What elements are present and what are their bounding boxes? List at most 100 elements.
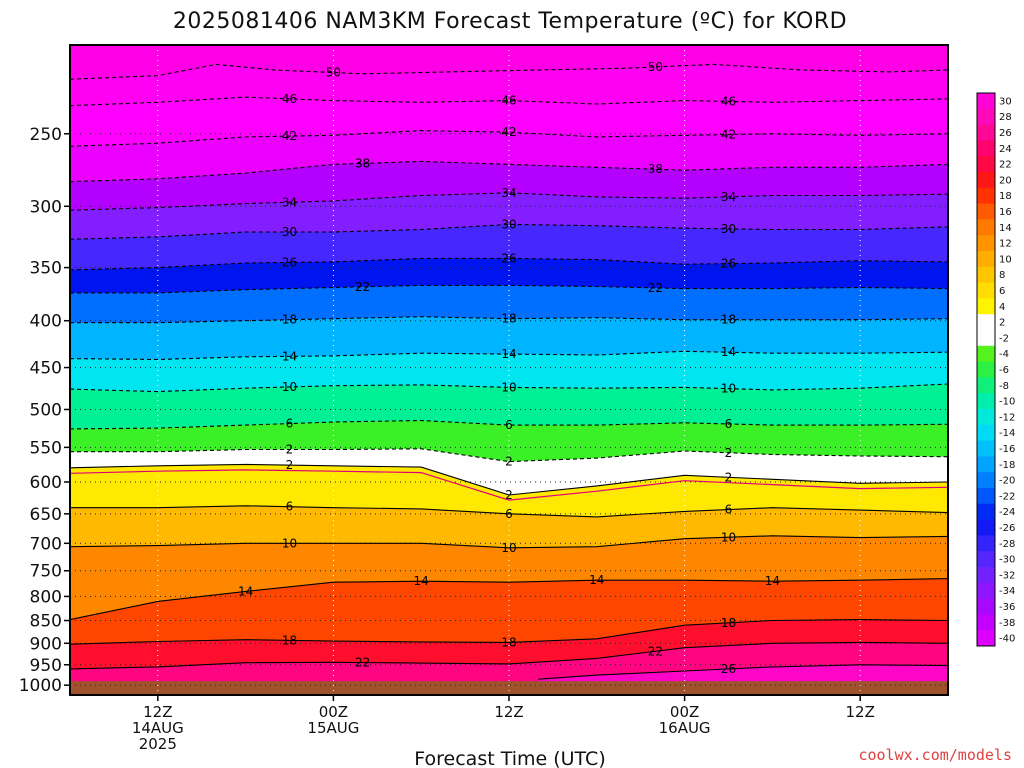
contour-label: 2 bbox=[505, 455, 513, 469]
colorbar-label: -26 bbox=[999, 523, 1015, 534]
contour-label: 26 bbox=[282, 255, 297, 269]
x-tick-label: 12Z bbox=[846, 703, 875, 721]
contour-label: 2 bbox=[505, 488, 513, 502]
contour-label: 42 bbox=[721, 128, 736, 142]
y-axis-ticks: 2503003504004505005506006507007508008509… bbox=[19, 125, 70, 696]
contour-label: 2 bbox=[286, 458, 294, 472]
contour-label: 10 bbox=[501, 380, 516, 394]
contour--18 bbox=[70, 316, 948, 324]
y-tick-label: 450 bbox=[30, 359, 62, 379]
contour-label: 34 bbox=[282, 195, 297, 209]
colorbar-swatch bbox=[977, 551, 995, 568]
colorbar-swatch bbox=[977, 456, 995, 473]
colorbar-swatch bbox=[977, 598, 995, 615]
y-tick-label: 500 bbox=[30, 400, 62, 420]
contour-label: 46 bbox=[721, 94, 736, 108]
contour-label: 10 bbox=[282, 536, 297, 550]
freezing-line bbox=[70, 469, 948, 501]
contour-label: 42 bbox=[501, 125, 516, 139]
y-tick-label: 250 bbox=[30, 125, 62, 145]
y-tick-label: 850 bbox=[30, 612, 62, 632]
colorbar-swatch bbox=[977, 266, 995, 284]
credit-link[interactable]: coolwx.com/models bbox=[858, 746, 1012, 764]
contour-label: 22 bbox=[648, 281, 663, 295]
colorbar-swatch bbox=[977, 393, 995, 410]
colorbar-label: 8 bbox=[999, 270, 1005, 281]
colorbar-swatch bbox=[977, 345, 995, 363]
contour-26 bbox=[538, 664, 948, 680]
colorbar-label: -20 bbox=[999, 476, 1015, 487]
contour-label: 14 bbox=[721, 345, 736, 359]
contour-6 bbox=[70, 505, 948, 518]
contour--6 bbox=[70, 419, 948, 430]
contour-label: 18 bbox=[282, 313, 297, 327]
colorbar-label: -40 bbox=[999, 634, 1015, 645]
colorbar-label: -34 bbox=[999, 586, 1015, 597]
colorbar-label: -36 bbox=[999, 602, 1015, 613]
y-tick-label: 350 bbox=[30, 259, 62, 279]
colorbar-swatch bbox=[977, 124, 995, 141]
contour-label: 46 bbox=[282, 92, 297, 106]
contour--14 bbox=[70, 350, 948, 361]
contour-label: 6 bbox=[725, 417, 733, 431]
y-tick-label: 1000 bbox=[19, 676, 62, 696]
contour-label: 14 bbox=[501, 347, 516, 361]
colorbar-swatch bbox=[977, 582, 995, 600]
ground-fill bbox=[70, 681, 948, 695]
colorbar-swatch bbox=[977, 282, 995, 299]
colorbar-label: 2 bbox=[999, 318, 1005, 329]
contour-2 bbox=[70, 463, 948, 496]
colorbar-swatch bbox=[977, 472, 995, 489]
colorbar-label: -6 bbox=[999, 365, 1009, 376]
contour-label: 34 bbox=[721, 190, 736, 204]
contour-label: 18 bbox=[282, 633, 297, 647]
colorbar-swatch bbox=[977, 219, 995, 236]
ground-layer bbox=[70, 681, 948, 695]
contour-label: 26 bbox=[721, 257, 736, 271]
colorbar-label: -32 bbox=[999, 570, 1015, 581]
colorbar-swatch bbox=[977, 519, 995, 536]
colorbar-label: 14 bbox=[999, 223, 1012, 234]
contour-label: 2 bbox=[725, 446, 733, 460]
chart-title: 2025081406 NAM3KM Forecast Temperature (… bbox=[173, 9, 847, 34]
colorbar-label: 4 bbox=[999, 302, 1005, 313]
colorbar-label: -22 bbox=[999, 491, 1015, 502]
colorbar-label: 12 bbox=[999, 239, 1012, 250]
contour-label: 2 bbox=[725, 470, 733, 484]
colorbar-label: -2 bbox=[999, 333, 1009, 344]
colorbar-label: -14 bbox=[999, 428, 1015, 439]
y-tick-label: 550 bbox=[30, 438, 62, 458]
colorbar-label: -38 bbox=[999, 618, 1015, 629]
colorbar-label: 28 bbox=[999, 112, 1012, 123]
colorbar-swatch bbox=[977, 235, 995, 252]
colorbar-label: 20 bbox=[999, 175, 1012, 186]
contour-label: 14 bbox=[414, 574, 429, 588]
colorbar-swatch bbox=[977, 488, 995, 505]
x-tick-label: 12Z bbox=[494, 703, 523, 721]
contour-label: 2 bbox=[286, 443, 294, 457]
x-tick-label: 14AUG bbox=[132, 719, 184, 737]
contour-label: 18 bbox=[501, 635, 516, 649]
x-tick-label: 00Z bbox=[670, 703, 699, 721]
y-tick-label: 950 bbox=[30, 656, 62, 676]
colorbar-label: -10 bbox=[999, 397, 1015, 408]
contour-label: 18 bbox=[501, 312, 516, 326]
colorbar-label: -16 bbox=[999, 444, 1015, 455]
contour-label: 38 bbox=[355, 156, 370, 170]
x-tick-label: 15AUG bbox=[307, 719, 359, 737]
contour-label: 10 bbox=[721, 530, 736, 544]
contour-label: 22 bbox=[648, 644, 663, 658]
colorbar-swatch bbox=[977, 630, 995, 647]
y-tick-label: 800 bbox=[30, 587, 62, 607]
colorbar-label: 10 bbox=[999, 254, 1012, 265]
y-tick-label: 400 bbox=[30, 312, 62, 332]
contour-18 bbox=[70, 619, 948, 645]
colorbar: 30 28 26 24 22 20 18 16 14 12 10 8 6 4 2 -2 -4 -6 -8 -10 -12… bbox=[976, 92, 1015, 647]
contour-label: 50 bbox=[326, 66, 341, 80]
contour-label: 6 bbox=[505, 507, 513, 521]
colorbar-frame bbox=[976, 92, 996, 647]
colorbar-label: -28 bbox=[999, 539, 1015, 550]
y-tick-label: 300 bbox=[30, 197, 62, 217]
